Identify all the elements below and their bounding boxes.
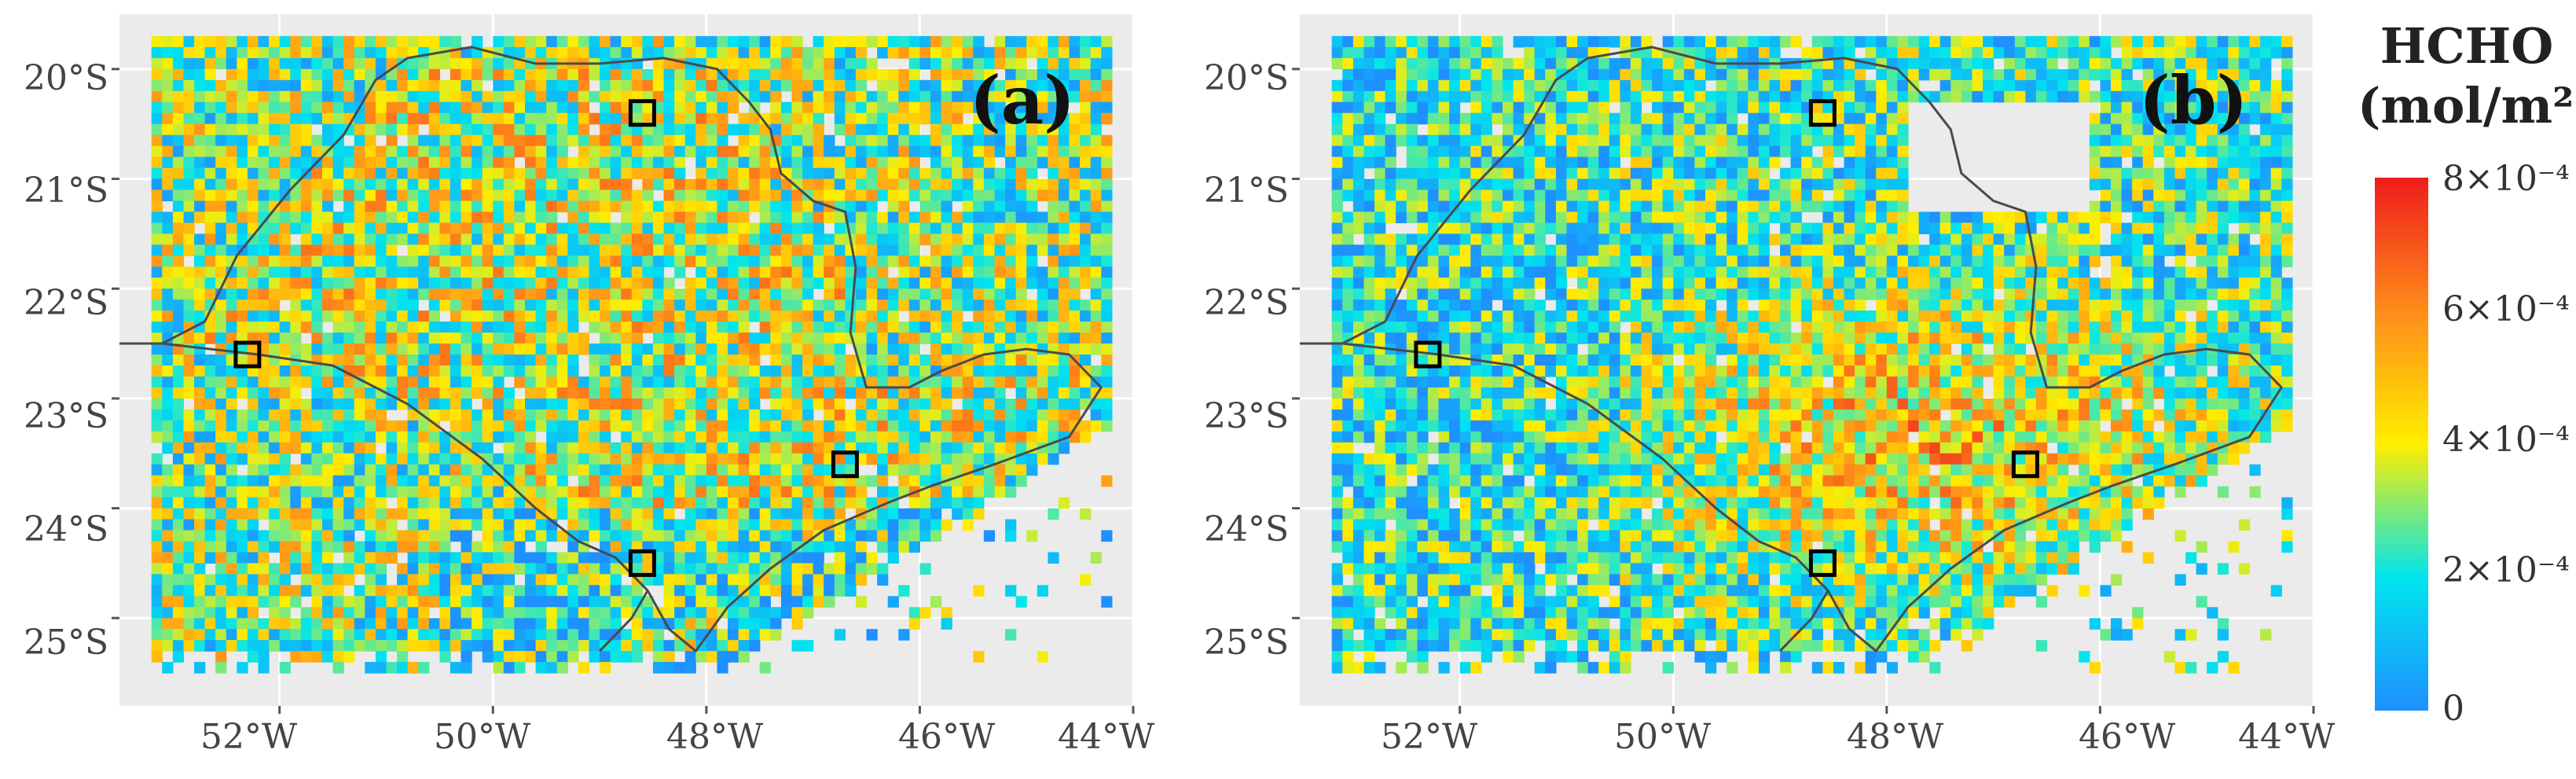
lat-tick-label: 20°S: [1204, 58, 1290, 98]
lon-tick-label: 46°W: [2079, 717, 2176, 757]
lat-tick-label: 21°S: [1204, 171, 1290, 211]
hcho-pixels: [151, 35, 1113, 674]
legend-tick-label: 0: [2442, 689, 2464, 729]
site-marker: [1414, 340, 1442, 369]
lat-tick-label: 23°S: [1204, 396, 1290, 436]
lat-tick-label: 21°S: [24, 171, 109, 211]
lon-tick-label: 44°W: [1058, 717, 1155, 757]
panel-b-label: (b): [2139, 61, 2248, 139]
state-border: [599, 590, 649, 652]
lon-tick-label: 46°W: [898, 717, 996, 757]
site-marker: [831, 450, 859, 479]
lat-tick-label: 23°S: [24, 396, 109, 436]
lat-tick-label: 22°S: [1204, 283, 1290, 323]
legend-tick-label: 2×10⁻⁴: [2442, 550, 2570, 590]
lon-tick-label: 48°W: [666, 717, 764, 757]
lon-tick-label: 50°W: [1614, 717, 1712, 757]
axis-ticks: [1292, 68, 2315, 714]
lat-tick-label: 25°S: [24, 623, 109, 663]
lon-tick-label: 52°W: [1381, 717, 1478, 757]
site-marker: [628, 549, 656, 577]
lon-tick-label: 44°W: [2238, 717, 2336, 757]
lon-tick-label: 52°W: [200, 717, 298, 757]
legend-colorbar: [2375, 178, 2428, 711]
legend-tick-label: 4×10⁻⁴: [2442, 420, 2570, 460]
lat-tick-label: 24°S: [1204, 509, 1290, 549]
lon-tick-label: 48°W: [1847, 717, 1944, 757]
site-marker: [1808, 549, 1837, 577]
lat-tick-label: 20°S: [24, 58, 109, 98]
panel-b-map: [1292, 14, 2315, 714]
axis-ticks: [112, 68, 1135, 714]
panel-a-label: (a): [970, 61, 1075, 139]
legend-title-line1: HCHO: [2380, 17, 2554, 75]
site-marker: [1808, 99, 1837, 127]
site-marker: [233, 340, 262, 369]
panel-a-map: [112, 14, 1135, 714]
legend-tick-label: 8×10⁻⁴: [2442, 159, 2570, 199]
legend-tick-label: 6×10⁻⁴: [2442, 289, 2570, 329]
site-marker: [628, 99, 656, 127]
lon-tick-label: 50°W: [434, 717, 531, 757]
lat-tick-label: 22°S: [24, 283, 109, 323]
lat-tick-label: 25°S: [1204, 623, 1290, 663]
hcho-pixels: [1331, 35, 2293, 674]
lat-tick-label: 24°S: [24, 509, 109, 549]
state-border: [1779, 590, 1829, 652]
state-border: [161, 46, 1103, 652]
site-marker: [2011, 450, 2039, 479]
legend-title-line2: (mol/m²): [2358, 77, 2576, 134]
state-border: [1341, 46, 2283, 652]
